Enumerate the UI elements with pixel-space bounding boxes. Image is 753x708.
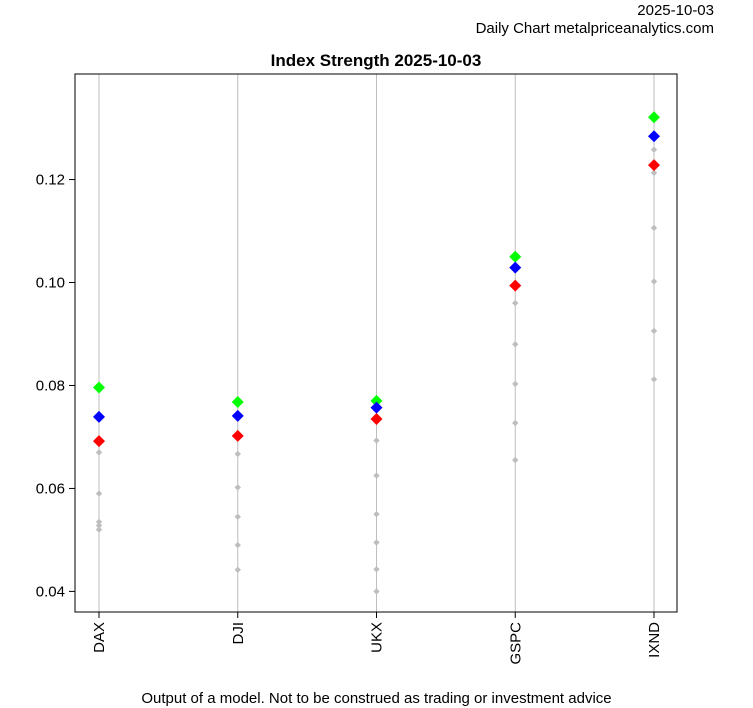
history-point: [373, 566, 380, 573]
chart-source: Daily Chart metalpriceanalytics.com: [475, 20, 714, 37]
highlight-point-gspc: [509, 261, 522, 274]
point-layer: [93, 111, 660, 595]
x-tick-label: UKX: [369, 622, 386, 653]
disclaimer: Output of a model. Not to be construed a…: [141, 690, 612, 707]
x-tick-label: DJI: [230, 622, 247, 645]
highlight-point-dax: [93, 381, 105, 394]
history-point: [234, 513, 241, 520]
history-point: [373, 588, 380, 595]
chart-date: 2025-10-03: [637, 2, 714, 19]
y-tick-label: 0.06: [36, 480, 65, 497]
history-point: [650, 169, 658, 177]
history-point: [512, 456, 519, 464]
x-tick-label: GSPC: [507, 622, 524, 665]
highlight-point-dax: [93, 410, 105, 423]
history-point: [512, 380, 519, 388]
history-point: [650, 146, 658, 153]
history-point: [234, 566, 241, 573]
history-point: [234, 484, 241, 491]
highlight-point-dax: [93, 435, 105, 448]
highlight-point-dji: [231, 395, 244, 408]
highlight-point-dji: [231, 429, 244, 442]
highlight-point-ukx: [370, 394, 383, 407]
highlight-point-ukx: [370, 401, 383, 414]
y-tick-label: 0.08: [36, 377, 65, 394]
history-point: [650, 278, 658, 285]
history-point: [95, 522, 103, 529]
highlight-point-ixnd: [648, 111, 660, 124]
x-tick-label: DAX: [91, 622, 108, 653]
history-point: [95, 490, 103, 497]
highlight-point-ukx: [370, 412, 383, 425]
history-point: [373, 437, 380, 444]
y-tick-label: 0.04: [36, 583, 65, 600]
history-point: [373, 472, 380, 479]
highlight-point-dji: [231, 409, 244, 422]
axis-layer: 0.04 0.06 0.08 0.10 0.12 DAX DJI UKX GSPC IXND: [36, 172, 663, 665]
highlight-point-gspc: [509, 279, 522, 292]
history-point: [512, 299, 519, 307]
x-tick-label: IXND: [646, 622, 663, 658]
history-point: [95, 518, 103, 526]
highlight-point-gspc: [509, 250, 522, 263]
history-point: [373, 539, 380, 546]
chart-title: Index Strength 2025-10-03: [271, 51, 482, 70]
highlight-point-ixnd: [648, 159, 660, 172]
history-point: [234, 450, 241, 458]
history-point: [650, 327, 658, 335]
history-point: [234, 541, 241, 549]
history-point: [650, 376, 658, 383]
history-point: [512, 341, 519, 348]
history-point: [512, 419, 519, 427]
highlight-point-ixnd: [648, 130, 660, 143]
y-tick-label: 0.10: [36, 275, 65, 292]
history-point: [95, 449, 103, 456]
history-point: [373, 510, 380, 518]
history-point: [95, 526, 103, 533]
grid-layer: [98, 74, 655, 612]
y-tick-label: 0.12: [36, 172, 65, 189]
history-point: [650, 224, 658, 232]
